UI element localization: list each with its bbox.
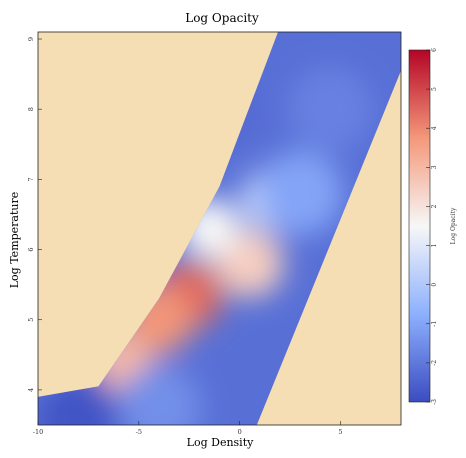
colorbar: -3 -2 -1 0 1 2 3 4 5 6 Log Opacity <box>408 48 457 405</box>
colorbar-label: Log Opacity <box>450 207 457 244</box>
y-axis-ticks: 4 5 6 7 8 9 <box>27 37 42 392</box>
x-tick-label: -5 <box>136 428 142 436</box>
x-tick-label: -10 <box>33 428 43 436</box>
x-axis-label: Log Density <box>187 436 254 449</box>
colorbar-tick-label: -3 <box>431 399 438 405</box>
colorbar-tick-label: 0 <box>431 283 438 287</box>
x-tick-label: 0 <box>238 428 242 436</box>
colorbar-tick-label: 6 <box>431 48 438 52</box>
y-tick-label: 6 <box>27 247 35 251</box>
colorbar-ticks: -3 -2 -1 0 1 2 3 4 5 6 <box>426 48 438 405</box>
colorbar-tick-label: -1 <box>431 321 438 327</box>
y-axis-label: Log Temperature <box>8 192 21 289</box>
opacity-sample-point <box>288 67 373 152</box>
chart-title: Log Opacity <box>185 11 259 25</box>
y-tick-label: 4 <box>27 388 35 392</box>
colorbar-tick-label: 5 <box>431 87 438 91</box>
plot-frame <box>37 31 402 426</box>
colorbar-tick-label: 4 <box>431 126 438 130</box>
colorbar-tick-label: 3 <box>431 165 438 169</box>
x-axis-ticks: -10 -5 0 5 <box>33 421 343 436</box>
colorbar-tick-label: 2 <box>431 204 438 208</box>
x-tick-label: 5 <box>338 428 342 436</box>
opacity-sample-point <box>117 365 201 425</box>
y-tick-label: 5 <box>27 318 35 322</box>
colorbar-tick-label: 1 <box>431 244 438 248</box>
y-tick-label: 7 <box>27 177 35 181</box>
colorbar-gradient <box>408 49 431 403</box>
y-tick-label: 8 <box>27 107 35 111</box>
colorbar-tick-label: -2 <box>431 360 438 366</box>
opacity-sample-point <box>258 151 343 236</box>
y-tick-label: 9 <box>27 37 35 41</box>
plot-area <box>37 31 402 426</box>
